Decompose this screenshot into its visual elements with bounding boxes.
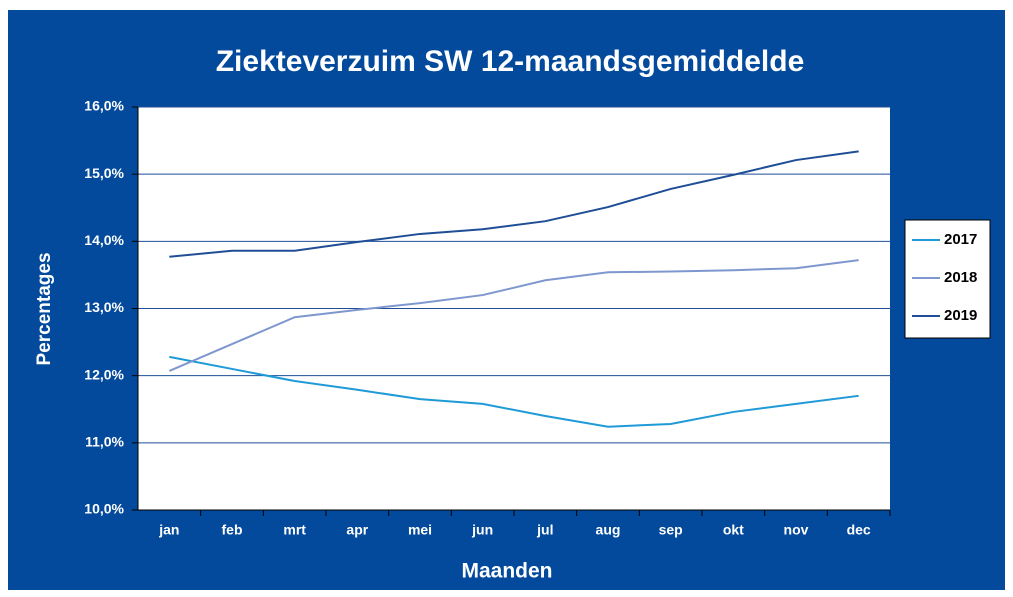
x-axis-label: Maanden: [461, 560, 552, 583]
legend-label: 2017: [944, 231, 977, 248]
x-tick-label: nov: [784, 522, 809, 538]
line-series: [169, 355, 859, 428]
y-tick-label: 12,0%: [84, 366, 124, 382]
line-series: [169, 150, 859, 258]
x-tick-label: aug: [596, 522, 621, 538]
y-tick-label: 10,0%: [84, 501, 124, 517]
x-tick-label: sep: [659, 522, 683, 538]
y-tick-label: 14,0%: [84, 232, 124, 248]
x-tick-label: apr: [346, 522, 368, 538]
legend-label: 2018: [944, 269, 977, 286]
x-tick-label: jan: [158, 522, 179, 538]
y-tick-label: 11,0%: [85, 434, 124, 450]
line-series: [168, 259, 859, 372]
y-tick-label: 15,0%: [84, 165, 124, 181]
chart-title: Ziekteverzuim SW 12-maandsgemiddelde: [216, 45, 805, 78]
x-tick-label: dec: [847, 522, 871, 538]
x-tick-label: jun: [471, 522, 493, 538]
x-tick-label: jul: [536, 522, 553, 538]
x-tick-label: feb: [222, 522, 243, 538]
y-axis-label: Percentages: [34, 252, 55, 365]
y-tick-label: 13,0%: [84, 299, 124, 315]
y-tick-label: 16,0%: [84, 98, 124, 114]
x-tick-label: mrt: [283, 522, 306, 538]
x-tick-label: mei: [408, 522, 432, 538]
x-tick-label: okt: [723, 522, 744, 538]
legend-label: 2019: [944, 307, 977, 324]
